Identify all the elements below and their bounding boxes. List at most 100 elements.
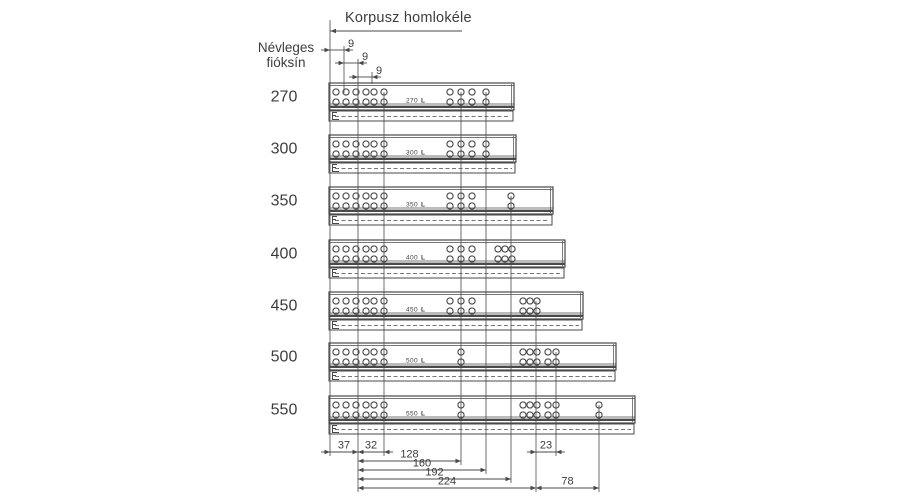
rail-length-label: 350 L xyxy=(406,202,425,209)
mounting-hole xyxy=(544,401,552,409)
mounting-hole xyxy=(446,150,454,158)
front-hook xyxy=(332,216,339,224)
row-nominal-label-270: 270 xyxy=(271,89,298,106)
mounting-hole xyxy=(552,401,560,409)
nominal-rail-header-line2: fióksín xyxy=(266,55,306,70)
mounting-hole xyxy=(332,192,340,200)
mounting-hole xyxy=(468,307,476,315)
mounting-hole xyxy=(519,307,527,315)
cabinet-rail-body xyxy=(328,186,554,215)
mounting-hole xyxy=(552,411,560,419)
mounting-hole xyxy=(457,411,465,419)
mounting-hole xyxy=(370,150,378,158)
mounting-hole xyxy=(352,150,360,158)
dimension-9-2: 9 xyxy=(335,51,368,66)
mounting-hole xyxy=(362,150,370,158)
drawer-member xyxy=(328,423,635,435)
mounting-hole xyxy=(482,140,490,148)
dim-arrow xyxy=(358,60,364,66)
mounting-hole xyxy=(352,411,360,419)
dim-arrow xyxy=(384,449,390,455)
mounting-hole xyxy=(457,202,465,210)
mounting-hole xyxy=(552,358,560,366)
mounting-hole xyxy=(533,411,541,419)
front-hook xyxy=(332,269,339,277)
mounting-hole xyxy=(468,297,476,305)
dim-value: 224 xyxy=(438,476,456,488)
mounting-hole xyxy=(332,255,340,263)
cabinet-rail-body xyxy=(328,395,636,424)
mounting-hole xyxy=(482,98,490,106)
mounting-hole xyxy=(380,192,388,200)
mounting-hole xyxy=(352,297,360,305)
mounting-hole xyxy=(457,88,465,96)
mounting-hole xyxy=(457,358,465,366)
mounting-hole xyxy=(352,88,360,96)
dim-value: 32 xyxy=(365,440,377,452)
mounting-hole xyxy=(352,245,360,253)
mounting-hole xyxy=(362,245,370,253)
dimension-128: 128 xyxy=(358,449,461,464)
mounting-hole xyxy=(362,202,370,210)
mounting-hole xyxy=(342,192,350,200)
dim-arrow xyxy=(556,449,562,455)
mounting-hole xyxy=(457,98,465,106)
mounting-hole xyxy=(352,348,360,356)
mounting-hole xyxy=(342,297,350,305)
dim-value: 160 xyxy=(413,458,431,470)
dim-value: 23 xyxy=(540,440,552,452)
mounting-hole xyxy=(370,88,378,96)
dim-value: 9 xyxy=(348,38,354,50)
mounting-hole xyxy=(352,307,360,315)
dim-value: 9 xyxy=(376,65,382,77)
mounting-hole xyxy=(468,192,476,200)
mounting-hole xyxy=(446,255,454,263)
drawer-member xyxy=(328,110,514,122)
mounting-hole xyxy=(595,411,603,419)
dim-arrow xyxy=(358,476,364,482)
mounting-hole xyxy=(380,297,388,305)
drawer-member xyxy=(328,319,583,331)
mounting-hole xyxy=(508,255,516,263)
rail-row-270: 270 L xyxy=(328,82,515,122)
mounting-hole xyxy=(544,358,552,366)
mounting-hole xyxy=(352,401,360,409)
dim-arrow xyxy=(530,449,536,455)
mounting-hole xyxy=(380,348,388,356)
dim-arrow xyxy=(593,485,599,491)
mounting-hole xyxy=(342,245,350,253)
mounting-hole xyxy=(380,401,388,409)
front-hook xyxy=(332,164,339,172)
mounting-hole xyxy=(544,348,552,356)
dim-value: 192 xyxy=(425,467,443,479)
dim-arrow xyxy=(505,476,511,482)
dim-arrow xyxy=(338,60,344,66)
mounting-hole xyxy=(380,98,388,106)
mounting-hole xyxy=(370,192,378,200)
row-nominal-label-550: 550 xyxy=(271,402,298,419)
mounting-hole xyxy=(362,140,370,148)
mounting-hole xyxy=(519,348,527,356)
mounting-hole xyxy=(494,245,502,253)
front-hook xyxy=(332,425,339,433)
cabinet-rail-body xyxy=(328,239,566,268)
mounting-hole xyxy=(362,411,370,419)
dim-arrow xyxy=(352,449,358,455)
mounting-hole xyxy=(362,88,370,96)
mounting-hole xyxy=(370,245,378,253)
mounting-hole xyxy=(342,348,350,356)
mounting-hole xyxy=(526,348,534,356)
mounting-hole xyxy=(342,401,350,409)
dim-arrow xyxy=(455,458,461,464)
mounting-hole xyxy=(457,297,465,305)
dim-arrow xyxy=(330,28,336,34)
mounting-hole xyxy=(362,348,370,356)
dimension-160: 160 xyxy=(358,458,486,473)
rail-row-500: 500 L xyxy=(328,342,617,382)
mounting-hole xyxy=(501,245,509,253)
mounting-hole xyxy=(332,307,340,315)
mounting-hole xyxy=(380,245,388,253)
dim-value: 128 xyxy=(400,449,418,461)
